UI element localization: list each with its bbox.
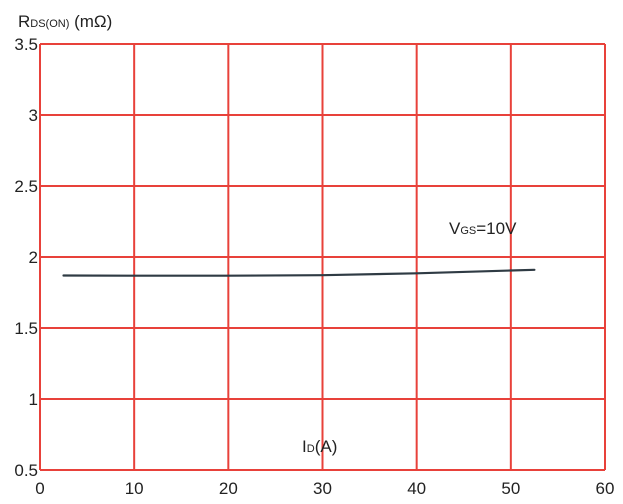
chart-tick-labels: 0 10 20 30 40 50 60 0.5 1 1.5 2 2.5 3 3.5 xyxy=(14,35,614,498)
y-tick-label-2: 1.5 xyxy=(14,319,38,338)
y-axis-label: RDS(ON) (mΩ) xyxy=(18,12,112,31)
series-line-0 xyxy=(62,268,536,277)
x-axis-label-unit: (A) xyxy=(315,437,338,456)
y-axis-label-main: R xyxy=(18,12,30,31)
y-tick-label-1: 1 xyxy=(29,390,38,409)
x-tick-label-3: 30 xyxy=(313,479,332,498)
x-tick-label-5: 50 xyxy=(501,479,520,498)
x-tick-label-0: 0 xyxy=(35,479,44,498)
y-tick-label-4: 2.5 xyxy=(14,177,38,196)
series-label-rest: =10V xyxy=(476,219,517,238)
series-label-sub: GS xyxy=(460,225,476,237)
y-tick-label-0: 0.5 xyxy=(14,461,38,480)
chart-series-layer xyxy=(62,268,536,277)
x-axis-label-main: I xyxy=(302,437,307,456)
series-label-main: V xyxy=(449,219,461,238)
x-tick-label-2: 20 xyxy=(219,479,238,498)
x-tick-label-1: 10 xyxy=(125,479,144,498)
y-tick-label-5: 3 xyxy=(29,106,38,125)
x-tick-label-4: 40 xyxy=(407,479,426,498)
x-tick-label-6: 60 xyxy=(596,479,615,498)
x-axis-label-sub: D xyxy=(307,443,315,455)
series-label-vgs: VGS=10V xyxy=(449,219,517,238)
x-axis-label: ID(A) xyxy=(302,437,337,456)
y-axis-label-sub: DS(ON) xyxy=(30,18,69,30)
y-tick-label-3: 2 xyxy=(29,248,38,267)
chart-grid xyxy=(39,43,606,471)
y-axis-label-unit: (mΩ) xyxy=(69,12,112,31)
y-tick-label-6: 3.5 xyxy=(14,35,38,54)
